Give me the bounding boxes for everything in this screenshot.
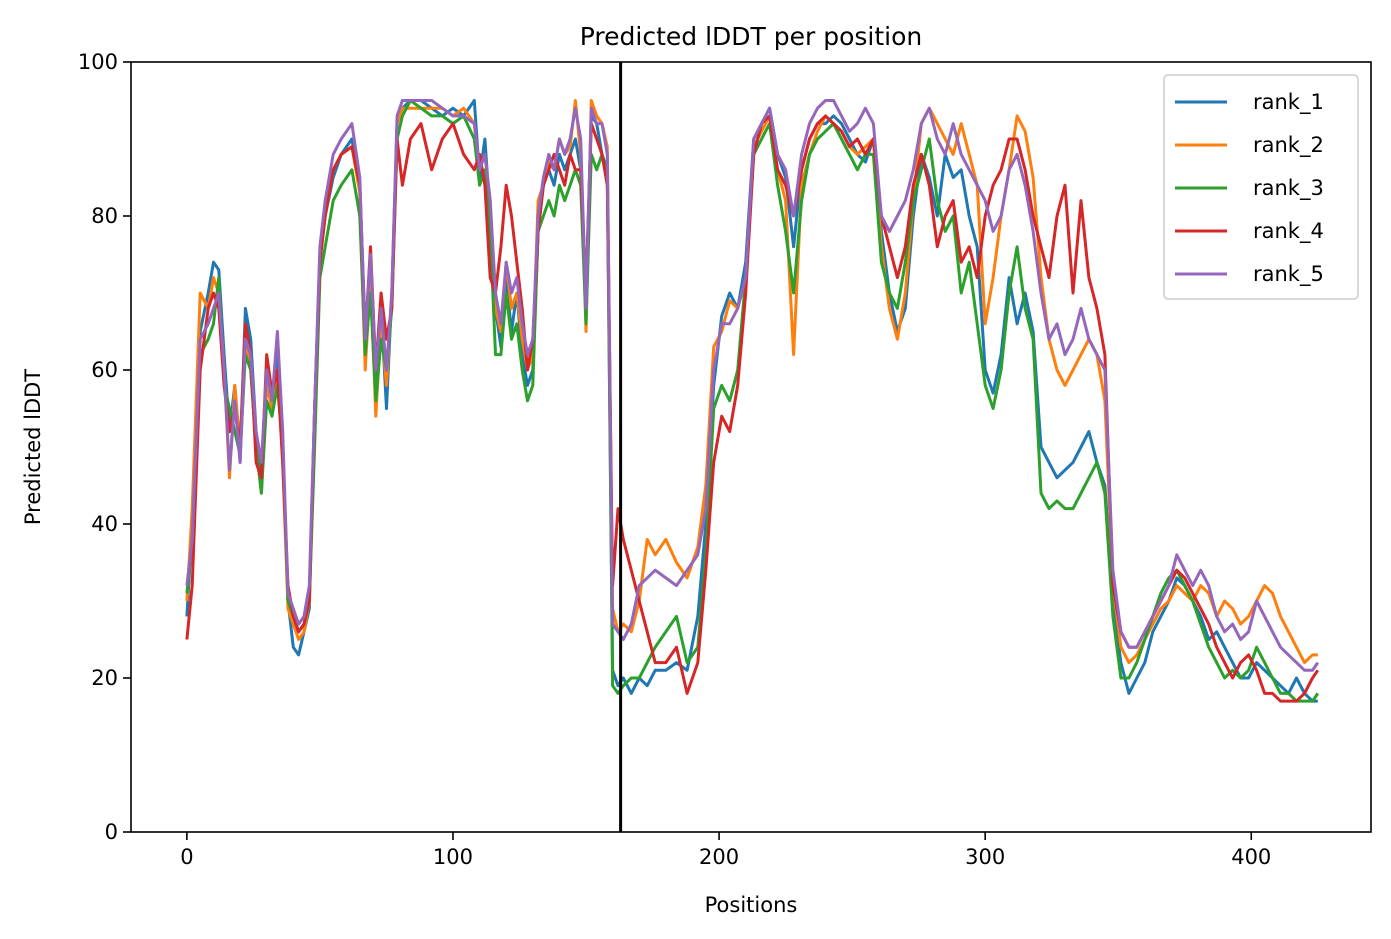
legend-label-rank_2: rank_2 <box>1253 133 1324 158</box>
y-tick-label: 100 <box>78 50 118 74</box>
y-tick-label: 80 <box>91 204 118 228</box>
y-tick-label: 0 <box>105 820 118 844</box>
y-axis-ticks: 0 20 40 60 80 100 <box>78 50 131 844</box>
legend-label-rank_4: rank_4 <box>1253 219 1324 244</box>
y-tick-label: 20 <box>91 666 118 690</box>
series-line-rank_3 <box>185 99 1320 703</box>
y-tick-label: 60 <box>91 358 118 382</box>
x-axis-label: Positions <box>705 893 798 917</box>
legend-box <box>1163 74 1359 300</box>
x-tick-label: 400 <box>1231 845 1271 869</box>
x-axis-ticks: 0 100 200 300 400 <box>180 832 1271 869</box>
legend-label-rank_5: rank_5 <box>1253 262 1324 287</box>
legend-label-rank_3: rank_3 <box>1253 176 1324 201</box>
series-line-rank_5 <box>185 99 1320 672</box>
x-tick-label: 100 <box>433 845 473 869</box>
y-axis-label: Predicted lDDT <box>21 369 45 525</box>
chart-title: Predicted lDDT per position <box>580 22 922 51</box>
plot-frame <box>130 61 1372 833</box>
x-tick-label: 300 <box>965 845 1005 869</box>
legend: rank_1 rank_2 rank_3 rank_4 rank_5 <box>1163 74 1359 300</box>
x-tick-label: 200 <box>699 845 739 869</box>
legend-label-rank_1: rank_1 <box>1253 90 1324 115</box>
x-tick-label: 0 <box>180 845 193 869</box>
y-tick-label: 40 <box>91 512 118 536</box>
plot-lines <box>185 99 1320 703</box>
